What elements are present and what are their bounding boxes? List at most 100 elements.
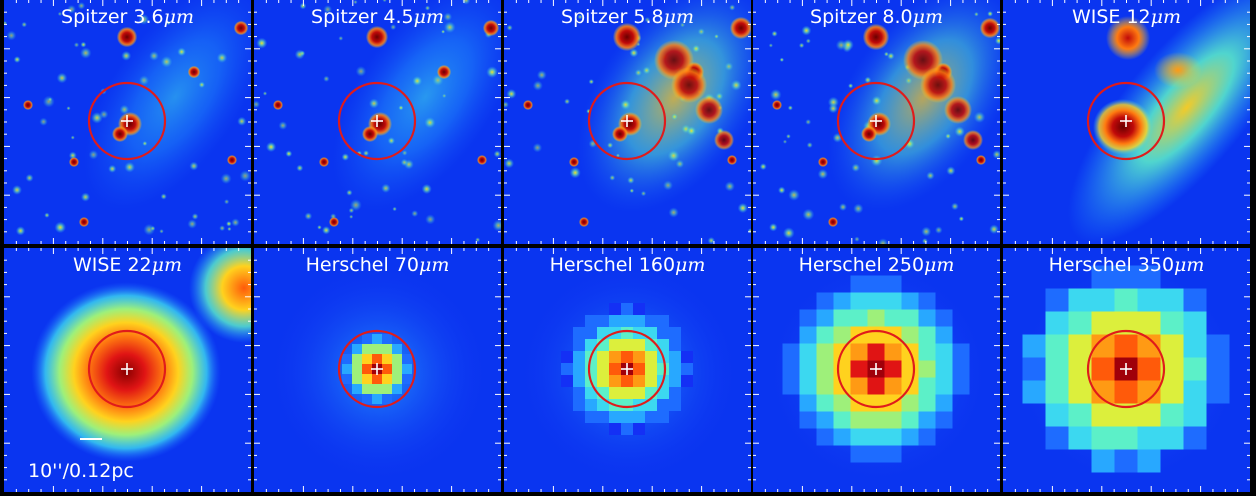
wavelength-unit: μm (1174, 254, 1205, 276)
star-speck (187, 219, 197, 229)
pixel (382, 374, 392, 384)
pixel (1137, 380, 1161, 404)
nebula-ridge (332, 0, 501, 211)
star-speck (216, 52, 228, 64)
bright-source (273, 100, 283, 110)
star-speck (838, 203, 848, 212)
star-speck (398, 105, 404, 111)
aperture-circle (87, 329, 167, 409)
pixel (867, 428, 885, 446)
pixel (645, 363, 657, 375)
pixel-map (1022, 265, 1230, 473)
pixel (1183, 380, 1207, 404)
pixel (573, 339, 585, 351)
pixel (1160, 311, 1184, 335)
aperture-circle (87, 81, 167, 161)
aperture-circle (1086, 329, 1166, 409)
pixel (884, 445, 902, 463)
pixel (1114, 334, 1138, 358)
star-speck (904, 138, 915, 150)
star-speck (66, 106, 71, 111)
pixel (352, 354, 362, 364)
bright-source (729, 16, 751, 40)
star-speck (382, 0, 387, 3)
star-speck (714, 34, 719, 39)
pixel (901, 360, 919, 378)
star-speck (992, 150, 1000, 159)
star-speck (353, 0, 358, 5)
image-panel: Herschel 70μm (254, 248, 501, 492)
star-speck (413, 17, 419, 23)
pixel (782, 360, 800, 378)
pixel (918, 326, 936, 344)
star-speck (904, 76, 913, 85)
star-speck (296, 164, 304, 172)
pixel (884, 411, 902, 429)
pixel-map (342, 334, 412, 404)
star-speck (506, 88, 517, 99)
star-speck (227, 226, 232, 232)
pixel (884, 360, 902, 378)
pixel (621, 387, 633, 399)
star-speck (759, 163, 767, 171)
pixel (918, 360, 936, 378)
star-speck (504, 101, 509, 108)
wavelength-unit: μm (419, 254, 450, 276)
central-source (1093, 99, 1153, 155)
star-speck (42, 95, 55, 108)
pixel (681, 363, 693, 375)
pixel (597, 327, 609, 339)
pixel (935, 309, 953, 327)
wavelength-value: 12 (1126, 6, 1151, 28)
aperture-circle (587, 329, 667, 409)
star-speck (782, 227, 795, 239)
star-speck (265, 141, 277, 153)
star-speck (160, 55, 173, 68)
pixel (657, 387, 669, 399)
star-speck (349, 199, 362, 212)
instrument-name: Spitzer (810, 6, 877, 28)
pixel (918, 292, 936, 310)
bright-source (79, 217, 89, 227)
pixel (850, 411, 868, 429)
star-speck (493, 150, 501, 158)
pixel (1114, 311, 1138, 335)
pixel (633, 339, 645, 351)
panel-label: Spitzer 4.5μm (254, 6, 501, 28)
star-speck (159, 229, 164, 234)
wavelength-value: 5.8 (633, 6, 664, 28)
instrument-name: WISE (72, 254, 122, 276)
wavelength-unit: μm (924, 254, 955, 276)
pixel (621, 327, 633, 339)
wavelength-value: 250 (887, 254, 925, 276)
pixel (382, 384, 392, 394)
star-speck (668, 207, 679, 218)
pixel (372, 354, 382, 364)
intensity-map (1003, 248, 1250, 492)
bright-source (23, 100, 33, 110)
star-speck (532, 142, 543, 153)
star-speck (786, 133, 791, 139)
pixel (382, 334, 392, 344)
central-source (861, 126, 877, 142)
pixel (657, 399, 669, 411)
pixel (1114, 380, 1138, 404)
star-speck (304, 212, 313, 220)
pixel (833, 309, 851, 327)
pixel (657, 411, 669, 423)
pixel (352, 384, 362, 394)
wavelength-value: 8.0 (882, 6, 913, 28)
star-speck (149, 50, 159, 61)
intensity-map (753, 0, 1000, 244)
star-speck (629, 188, 635, 194)
pixel (1114, 449, 1138, 473)
pixel (402, 354, 412, 364)
star-speck (686, 125, 697, 136)
pixel (901, 394, 919, 412)
star-speck (806, 142, 813, 149)
pixel (585, 315, 597, 327)
pixel (585, 363, 597, 375)
pixel (799, 411, 817, 429)
bright-source (976, 155, 986, 165)
instrument-name: Herschel (798, 254, 882, 276)
